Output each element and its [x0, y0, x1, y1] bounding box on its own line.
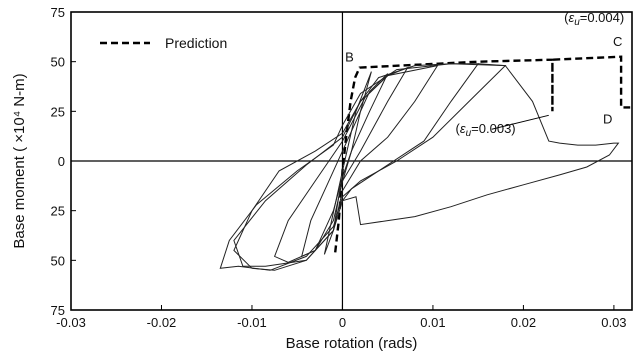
- x-tick-label: 0.02: [511, 315, 536, 330]
- x-axis-label: Base rotation (rads): [286, 335, 418, 352]
- annotation-C: C: [613, 34, 622, 49]
- chart-series: [219, 55, 631, 271]
- y-tick-label: 25: [51, 104, 65, 119]
- y-axis-label: Base moment ( ×10⁴ N-m): [11, 73, 28, 248]
- y-tick-label: 50: [51, 55, 65, 70]
- hysteresis-loop: [233, 63, 480, 271]
- y-tick-label: 0: [58, 154, 65, 169]
- hysteresis-tail: [342, 63, 620, 226]
- y-tick-label: 75: [51, 5, 65, 20]
- x-tick-label: 0.01: [420, 315, 445, 330]
- y-tick-label: 50: [51, 253, 65, 268]
- y-tick-label: 25: [51, 204, 65, 219]
- legend-label-prediction: Prediction: [165, 35, 227, 51]
- chart-axes: -0.03 -0.02 -0.01 0 0.01 0.02 0.03 75 50 25 0 25 50 7…: [51, 5, 633, 330]
- x-tick-label: 0.03: [601, 315, 626, 330]
- hysteresis-loop: [323, 71, 372, 255]
- y-tick-label: 75: [51, 303, 65, 318]
- x-tick-label: -0.01: [237, 315, 267, 330]
- annotation-B: B: [345, 50, 354, 65]
- chart-legend: Prediction: [100, 35, 227, 51]
- annotation-leader-eps3: [491, 114, 549, 130]
- annotation-D: D: [603, 111, 612, 126]
- x-tick-label: -0.03: [56, 315, 86, 330]
- hysteresis-loop: [273, 66, 409, 263]
- x-tick-label: 0: [339, 315, 346, 330]
- hysteresis-loop: [300, 73, 389, 258]
- x-tick-label: -0.02: [147, 315, 177, 330]
- hysteresis-loop: [233, 64, 439, 267]
- hysteresis-loop: [219, 63, 507, 271]
- annotation-eps4: (εu=0.004): [564, 10, 624, 28]
- chart-annotations: B C D (εu=0.004) (εu=0.003): [345, 10, 624, 139]
- prediction-series-line: [334, 55, 631, 253]
- annotation-eps3: (εu=0.003): [456, 121, 516, 139]
